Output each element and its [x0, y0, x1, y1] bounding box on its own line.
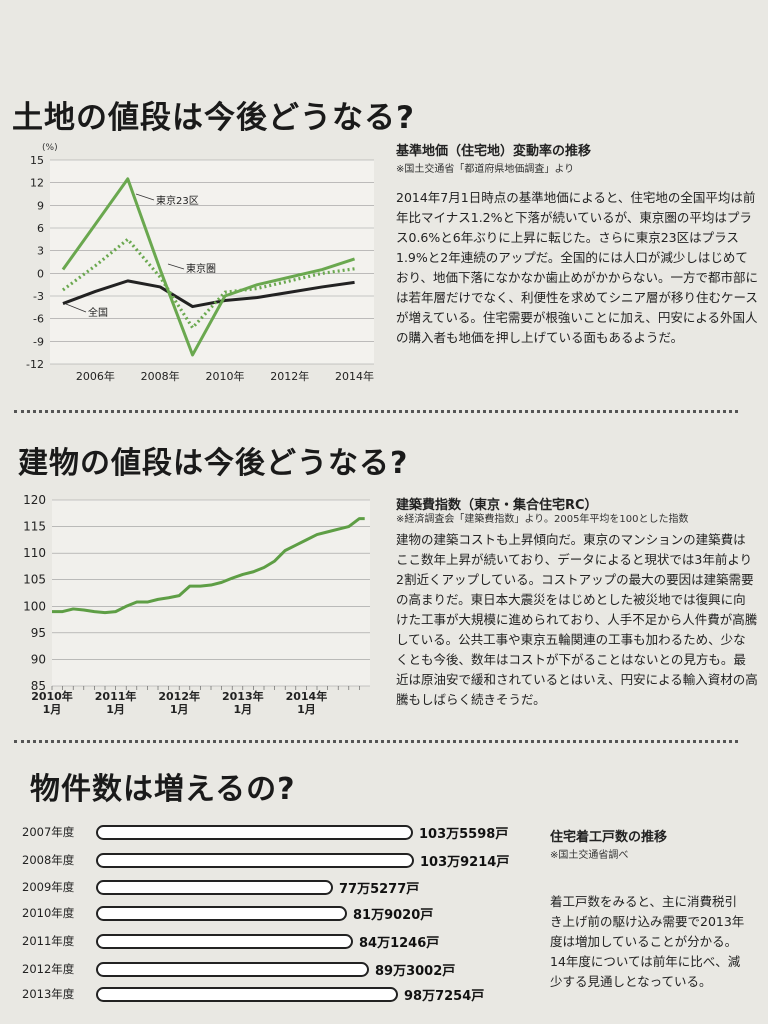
y-tick-label: 0: [37, 267, 44, 280]
bar-value-label: 81万9020戸: [353, 908, 434, 923]
y-tick-label: 3: [37, 245, 44, 258]
series-line: [61, 177, 356, 357]
bar-value-label: 77万5277戸: [339, 882, 420, 897]
bar-category-label: 2009年度: [22, 880, 75, 894]
series-leader-zenkoku: [65, 303, 87, 313]
bar-category-label: 2008年度: [22, 853, 75, 867]
y-tick-label: 100: [23, 599, 46, 613]
bar: [96, 987, 398, 1002]
y-tick-label: 15: [30, 154, 44, 167]
bar: [96, 906, 347, 921]
y-tick-label: 95: [31, 626, 46, 640]
y-tick-label: 90: [31, 652, 46, 666]
series-line: [62, 279, 355, 309]
series-label-zenkoku: 全国: [88, 306, 108, 319]
bar: [96, 853, 414, 868]
x-tick-label: 2012年: [270, 369, 309, 383]
section3-body: 着工戸数をみると、主に消費税引き上げ前の駆け込み需要で2013年度は増加している…: [550, 894, 745, 989]
section3-source: ※国土交通省調べ: [550, 850, 629, 861]
section1-body: 2014年7月1日時点の基準地価によると、住宅地の全国平均は前年比マイナス1.2…: [396, 190, 759, 345]
y-tick-label: -3: [33, 290, 44, 303]
y-tick-label: 12: [30, 177, 44, 190]
bar-category-label: 2013年度: [22, 987, 75, 1001]
bar: [96, 962, 369, 977]
divider-2: [14, 740, 738, 743]
bar-category-label: 2010年度: [22, 906, 75, 920]
y-tick-label: -12: [26, 358, 44, 371]
section1-caption: 基準地価（住宅地）変動率の推移: [396, 144, 592, 159]
y-tick-label: 120: [23, 493, 46, 507]
x-tick-label: 2013年 1月: [222, 689, 264, 715]
section2-source: ※経済調査会「建築費指数」より。2005年平均を100とした指数: [396, 514, 689, 525]
bar: [96, 880, 333, 895]
section2-caption: 建築費指数（東京・集合住宅RC）: [396, 498, 598, 513]
bar: [96, 934, 353, 949]
chart1-unit-label: (%): [42, 143, 58, 153]
x-tick-label: 2014年: [335, 369, 374, 383]
series-label-tokyoken: 東京圏: [186, 262, 216, 275]
x-tick-label: 2006年: [76, 369, 115, 383]
series-line: [52, 517, 365, 615]
bar-category-label: 2012年度: [22, 962, 75, 976]
construction-cost-chart: 120 115 110 105 100 95 90 85 2010年 1月 2011年 1月 2012…: [23, 493, 370, 715]
section1-source: ※国土交通省「都道府県地価調査」より: [396, 164, 575, 175]
bar-category-label: 2011年度: [22, 934, 75, 948]
x-tick-label: 2012年 1月: [158, 689, 200, 715]
series-label-tokyo23: 東京23区: [156, 194, 199, 207]
y-tick-label: -9: [33, 335, 44, 348]
x-tick-label: 2010年 1月: [31, 689, 73, 715]
x-tick-label: 2014年 1月: [286, 689, 328, 715]
x-tick-label: 2008年: [141, 369, 180, 383]
section2-body: 建物の建築コストも上昇傾向だ。東京のマンションの建築費はここ数年上昇が続いており…: [396, 532, 758, 707]
x-tick-label: 2011年 1月: [95, 689, 137, 715]
plot-area: [50, 160, 374, 364]
x-tick-label: 2010年: [205, 369, 244, 383]
section3-title: 物件数は増えるの?: [30, 772, 296, 807]
y-tick-label: 110: [23, 546, 46, 560]
bar-value-label: 98万7254戸: [404, 989, 485, 1004]
series-line: [62, 237, 355, 330]
series-leader-tokyoken: [167, 263, 185, 270]
bar: [96, 825, 413, 840]
bar-value-label: 84万1246戸: [359, 936, 440, 951]
y-tick-label: -6: [33, 313, 44, 326]
y-tick-label: 9: [37, 199, 44, 212]
bar-value-label: 103万5598戸: [419, 827, 509, 842]
bar-value-label: 89万3002戸: [375, 964, 456, 979]
series-leader-tokyo23: [135, 193, 155, 201]
divider-1: [14, 410, 738, 413]
bar-value-label: 103万9214戸: [420, 855, 510, 870]
bar-category-label: 2007年度: [22, 825, 75, 839]
y-tick-label: 105: [23, 573, 46, 587]
plot-area: [52, 500, 370, 686]
land-price-chart: (%) 15 12 9 6 3 0 -3 -6 -9 -12 2006年 2008年 2010年 201…: [26, 143, 374, 383]
section2-title: 建物の値段は今後どうなる?: [18, 446, 409, 481]
y-tick-label: 85: [31, 679, 46, 693]
section3-caption: 住宅着工戸数の推移: [550, 830, 668, 845]
y-tick-label: 6: [37, 222, 44, 235]
y-tick-label: 115: [23, 520, 46, 534]
section1-title: 土地の値段は今後どうなる?: [12, 100, 415, 136]
